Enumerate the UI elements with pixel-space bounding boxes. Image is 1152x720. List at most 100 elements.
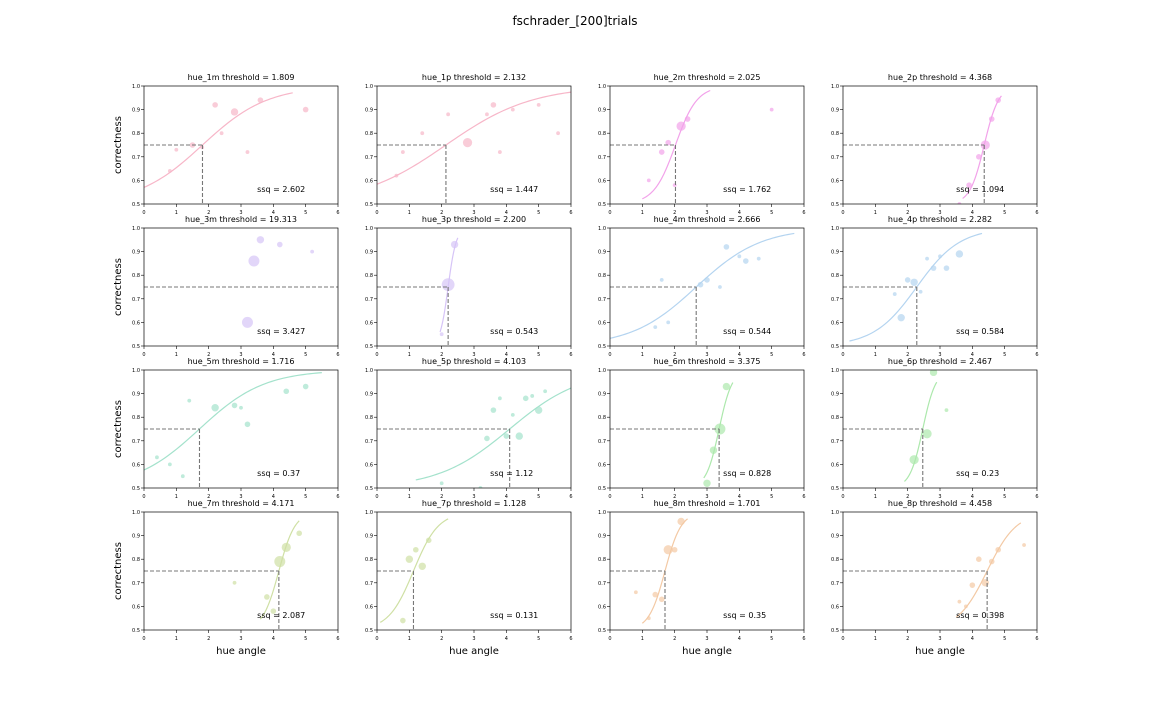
x-tick-label: 2 — [673, 210, 676, 216]
plot-area — [610, 232, 795, 346]
data-point — [665, 139, 671, 146]
data-point — [543, 389, 548, 394]
data-point — [515, 432, 523, 440]
fit-curve — [904, 381, 938, 482]
data-point — [478, 486, 483, 488]
data-point — [918, 289, 923, 294]
ssq-label: ssq = 2.087 — [257, 611, 305, 620]
plot-background — [610, 86, 804, 204]
fit-curve — [642, 89, 711, 200]
plot-area — [843, 522, 1026, 630]
y-tick-label: 1.0 — [831, 84, 839, 90]
plot-frame — [376, 227, 572, 347]
data-point — [211, 404, 219, 412]
x-tick-label: 6 — [336, 494, 339, 500]
y-tick-label: 0.9 — [132, 250, 140, 256]
x-tick-label: 4 — [272, 352, 275, 358]
data-point — [248, 255, 260, 267]
x-tick-label: 3 — [472, 210, 475, 216]
x-tick-label: 3 — [938, 352, 941, 358]
x-tick-label: 2 — [440, 494, 443, 500]
data-point — [441, 278, 455, 292]
y-tick-label: 0.9 — [365, 392, 373, 398]
data-point — [174, 147, 179, 152]
x-tick-label: 3 — [938, 494, 941, 500]
data-point — [697, 281, 704, 288]
x-axis-label: hue angle — [216, 646, 266, 657]
plot-frame — [609, 227, 805, 347]
y-tick-label: 0.8 — [598, 415, 606, 421]
x-tick-label: 5 — [537, 636, 540, 642]
fit-curve — [962, 95, 1002, 199]
x-tick-label: 4 — [971, 636, 974, 642]
x-tick-label: 2 — [207, 210, 210, 216]
y-tick-label: 0.5 — [365, 486, 373, 492]
y-tick-label: 0.5 — [598, 202, 606, 208]
data-point — [666, 320, 671, 325]
x-tick-label: 0 — [142, 494, 145, 500]
y-tick-label: 1.0 — [365, 510, 373, 516]
x-tick-label: 5 — [770, 210, 773, 216]
plot-frame — [609, 511, 805, 631]
data-point — [980, 140, 990, 150]
data-point — [957, 202, 962, 204]
y-tick-label: 0.9 — [598, 534, 606, 540]
y-tick-label: 0.5 — [365, 202, 373, 208]
y-tick-label: 0.8 — [365, 273, 373, 279]
x-tick-label: 1 — [408, 636, 411, 642]
y-tick-label: 1.0 — [598, 510, 606, 516]
data-point — [723, 244, 730, 250]
y-tick-label: 0.6 — [132, 178, 140, 184]
data-point — [530, 394, 535, 398]
y-tick-label: 0.5 — [598, 628, 606, 634]
y-tick-label: 0.9 — [132, 392, 140, 398]
data-point — [418, 562, 426, 570]
y-tick-label: 1.0 — [132, 368, 140, 374]
fit-curve — [259, 520, 300, 620]
ssq-label: ssq = 0.828 — [723, 469, 771, 478]
y-axis-label: correctness — [113, 116, 124, 174]
x-tick-label: 0 — [608, 494, 611, 500]
y-tick-label: 0.8 — [598, 557, 606, 563]
x-tick-label: 4 — [738, 636, 741, 642]
y-tick-label: 0.5 — [132, 628, 140, 634]
y-tick-label: 0.7 — [831, 581, 839, 587]
ssq-label: ssq = 0.23 — [956, 469, 999, 478]
subplot-title: hue_4p threshold = 2.282 — [888, 215, 992, 224]
x-tick-label: 4 — [971, 494, 974, 500]
data-point — [522, 395, 529, 402]
ssq-label: ssq = 0.35 — [723, 611, 766, 620]
y-tick-label: 0.5 — [598, 344, 606, 350]
data-point — [677, 517, 685, 526]
data-point — [405, 555, 414, 563]
data-point — [646, 616, 651, 621]
x-tick-label: 1 — [175, 210, 178, 216]
plot-area — [377, 237, 459, 346]
x-axis-label: hue angle — [682, 646, 732, 657]
x-tick-label: 5 — [770, 636, 773, 642]
y-tick-label: 0.7 — [598, 297, 606, 303]
x-tick-label: 3 — [472, 494, 475, 500]
x-tick-label: 3 — [938, 636, 941, 642]
plot-area — [144, 372, 322, 488]
data-point — [769, 107, 774, 112]
x-tick-label: 3 — [938, 210, 941, 216]
plot-background — [377, 228, 571, 346]
x-tick-label: 3 — [705, 352, 708, 358]
subplot-3: hue_2m threshold = 2.025 0 1 2 3 4 5 6 0.5 0.6 0.7… — [598, 73, 806, 216]
y-tick-label: 0.8 — [831, 131, 839, 137]
subplot-title: hue_8p threshold = 4.458 — [888, 499, 992, 508]
x-tick-label: 3 — [705, 210, 708, 216]
x-tick-label: 2 — [440, 210, 443, 216]
data-point — [310, 249, 315, 254]
y-tick-label: 0.7 — [365, 297, 373, 303]
y-tick-label: 0.7 — [132, 155, 140, 161]
y-tick-label: 0.6 — [132, 320, 140, 326]
subplot-title: hue_6m threshold = 3.375 — [654, 357, 761, 366]
ssq-label: ssq = 0.543 — [490, 327, 538, 336]
x-tick-label: 3 — [705, 494, 708, 500]
subplot-title: hue_3p threshold = 2.200 — [422, 215, 526, 224]
y-tick-label: 0.5 — [831, 202, 839, 208]
subplot-8: hue_4p threshold = 2.282 0 1 2 3 4 5 6 0.5 0.6 0.7… — [831, 215, 1039, 358]
